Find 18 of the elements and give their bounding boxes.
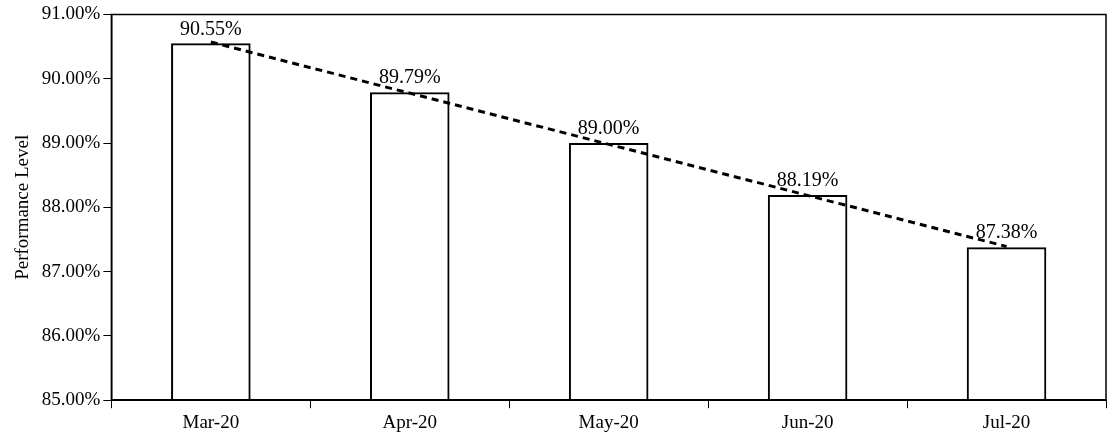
y-tick-label: 88.00% [41,195,101,217]
y-tick-label: 87.00% [41,259,101,281]
y-axis-title: Performance Level [11,134,33,280]
data-label: 87.38% [975,220,1038,243]
x-tick-label: Jun-20 [781,410,834,432]
data-label: 90.55% [180,16,242,39]
x-tick-label: Apr-20 [382,410,438,432]
y-tick-label: 90.00% [41,66,101,88]
data-label: 89.79% [378,65,441,88]
x-tick-label: Jul-20 [982,410,1031,432]
y-tick-label: 86.00% [41,323,101,345]
x-tick-label: May-20 [578,410,639,432]
y-tick-label: 89.00% [41,130,101,152]
data-label: 89.00% [577,116,640,139]
x-tick-label: Mar-20 [182,410,240,432]
y-tick-label: 85.00% [41,388,101,410]
data-label: 88.19% [776,168,839,191]
y-tick-label: 91.00% [41,2,101,24]
